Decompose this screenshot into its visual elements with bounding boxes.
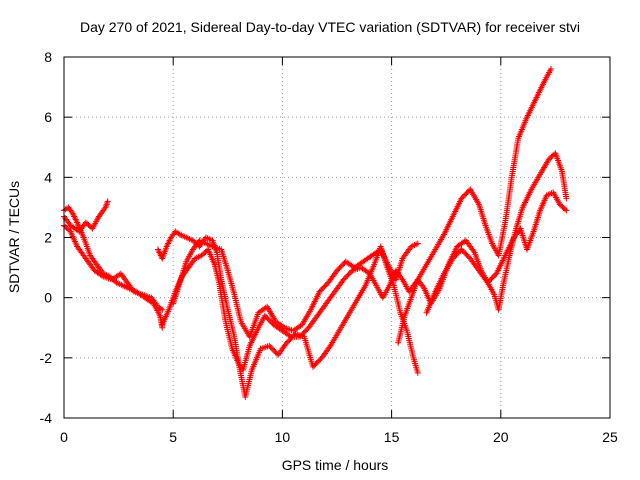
y-tick-label: 4: [44, 169, 52, 185]
data-point: [414, 240, 421, 247]
series-trace-g: [395, 150, 570, 346]
axis-ticks: 0 5 10 15 20 25 -4 -2 0 2 4 6 8: [40, 49, 618, 445]
series-trace-d: [154, 66, 555, 373]
data-point: [116, 271, 123, 278]
series-trace-e: [159, 243, 421, 400]
x-tick-label: 10: [275, 429, 291, 445]
chart-title: Day 270 of 2021, Sidereal Day-to-day VTE…: [80, 19, 580, 35]
data-point: [159, 306, 166, 313]
y-tick-label: -2: [40, 350, 53, 366]
x-tick-label: 15: [384, 429, 400, 445]
y-tick-label: 2: [44, 230, 52, 246]
data-point: [175, 230, 182, 237]
data-point: [63, 205, 70, 212]
data-point: [548, 66, 555, 73]
data-point: [563, 195, 570, 202]
series-trace-b: [61, 204, 166, 331]
data-point: [461, 238, 468, 245]
x-tick-label: 20: [493, 429, 509, 445]
grid-lines: [64, 57, 610, 418]
series-trace-f: [170, 237, 421, 340]
y-axis-label: SDTVAR / TECUs: [6, 181, 22, 293]
y-tick-label: 6: [44, 109, 52, 125]
y-tick-label: -4: [40, 410, 53, 426]
series-trace-c: [61, 198, 111, 235]
data-point: [563, 207, 570, 214]
x-axis-label: GPS time / hours: [282, 457, 389, 473]
y-tick-label: 8: [44, 49, 52, 65]
data-points: [61, 66, 570, 400]
x-tick-label: 0: [60, 429, 68, 445]
x-tick-label: 25: [602, 429, 618, 445]
x-tick-label: 5: [169, 429, 177, 445]
data-point: [280, 323, 287, 330]
data-point: [104, 198, 111, 205]
data-point: [74, 227, 81, 234]
data-point: [414, 369, 421, 376]
data-point: [562, 206, 569, 213]
series-trace-h: [423, 189, 570, 316]
y-tick-label: 0: [44, 290, 52, 306]
